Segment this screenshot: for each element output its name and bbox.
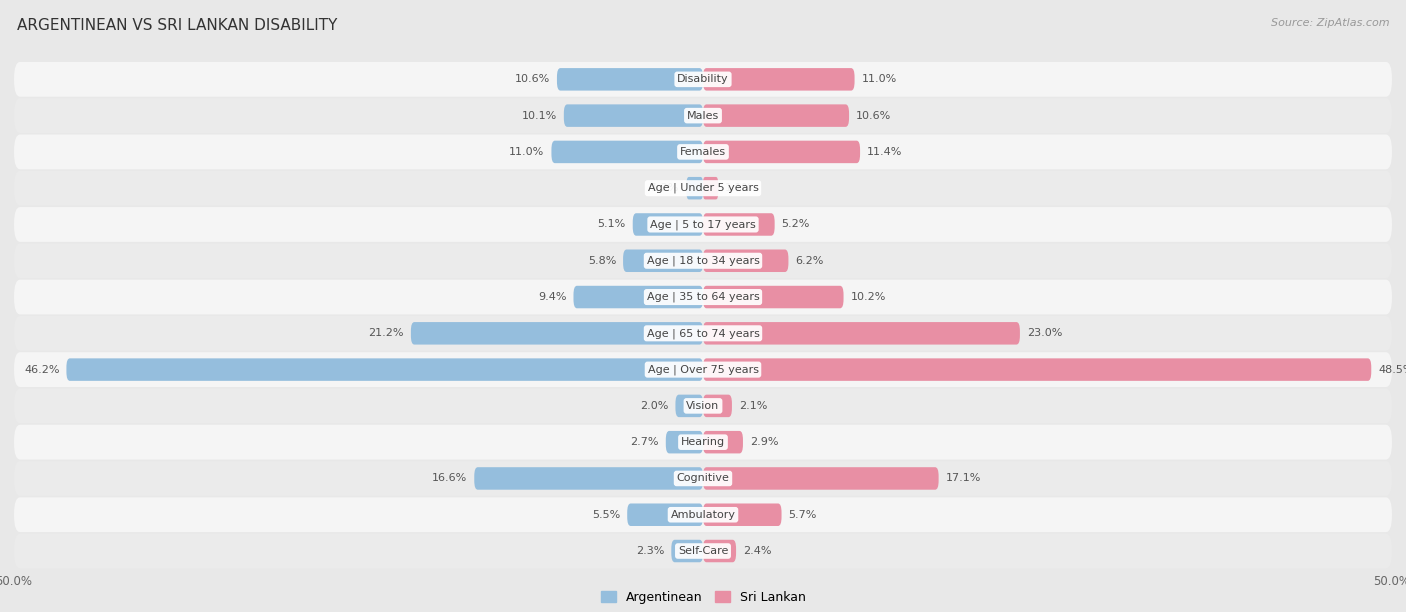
- FancyBboxPatch shape: [703, 250, 789, 272]
- Text: Disability: Disability: [678, 74, 728, 84]
- Text: Age | 65 to 74 years: Age | 65 to 74 years: [647, 328, 759, 338]
- Legend: Argentinean, Sri Lankan: Argentinean, Sri Lankan: [596, 586, 810, 608]
- Text: Vision: Vision: [686, 401, 720, 411]
- FancyBboxPatch shape: [14, 171, 1392, 206]
- FancyBboxPatch shape: [574, 286, 703, 308]
- FancyBboxPatch shape: [703, 322, 1019, 345]
- FancyBboxPatch shape: [686, 177, 703, 200]
- FancyBboxPatch shape: [703, 467, 939, 490]
- FancyBboxPatch shape: [703, 395, 733, 417]
- FancyBboxPatch shape: [411, 322, 703, 345]
- FancyBboxPatch shape: [14, 62, 1392, 97]
- FancyBboxPatch shape: [14, 135, 1392, 170]
- Text: 9.4%: 9.4%: [538, 292, 567, 302]
- Text: Ambulatory: Ambulatory: [671, 510, 735, 520]
- FancyBboxPatch shape: [703, 359, 1371, 381]
- FancyBboxPatch shape: [666, 431, 703, 453]
- Text: 5.5%: 5.5%: [592, 510, 620, 520]
- Text: 48.5%: 48.5%: [1378, 365, 1406, 375]
- FancyBboxPatch shape: [671, 540, 703, 562]
- FancyBboxPatch shape: [623, 250, 703, 272]
- FancyBboxPatch shape: [14, 425, 1392, 460]
- Text: 46.2%: 46.2%: [24, 365, 59, 375]
- FancyBboxPatch shape: [14, 98, 1392, 133]
- Text: 10.2%: 10.2%: [851, 292, 886, 302]
- FancyBboxPatch shape: [703, 431, 742, 453]
- Text: 16.6%: 16.6%: [432, 474, 467, 483]
- Text: 6.2%: 6.2%: [796, 256, 824, 266]
- Text: 10.1%: 10.1%: [522, 111, 557, 121]
- FancyBboxPatch shape: [557, 68, 703, 91]
- FancyBboxPatch shape: [14, 280, 1392, 315]
- Text: Males: Males: [688, 111, 718, 121]
- FancyBboxPatch shape: [14, 534, 1392, 569]
- FancyBboxPatch shape: [703, 540, 737, 562]
- FancyBboxPatch shape: [703, 177, 718, 200]
- Text: 2.3%: 2.3%: [636, 546, 665, 556]
- FancyBboxPatch shape: [627, 504, 703, 526]
- FancyBboxPatch shape: [14, 316, 1392, 351]
- Text: 5.8%: 5.8%: [588, 256, 616, 266]
- Text: Females: Females: [681, 147, 725, 157]
- Text: 23.0%: 23.0%: [1026, 328, 1062, 338]
- FancyBboxPatch shape: [703, 68, 855, 91]
- Text: 5.1%: 5.1%: [598, 220, 626, 230]
- FancyBboxPatch shape: [675, 395, 703, 417]
- FancyBboxPatch shape: [551, 141, 703, 163]
- Text: ARGENTINEAN VS SRI LANKAN DISABILITY: ARGENTINEAN VS SRI LANKAN DISABILITY: [17, 18, 337, 34]
- Text: 10.6%: 10.6%: [515, 74, 550, 84]
- Text: Age | Under 5 years: Age | Under 5 years: [648, 183, 758, 193]
- Text: 5.7%: 5.7%: [789, 510, 817, 520]
- Text: 11.4%: 11.4%: [868, 147, 903, 157]
- FancyBboxPatch shape: [14, 389, 1392, 424]
- FancyBboxPatch shape: [703, 141, 860, 163]
- Text: Age | 18 to 34 years: Age | 18 to 34 years: [647, 255, 759, 266]
- Text: 1.2%: 1.2%: [651, 183, 679, 193]
- FancyBboxPatch shape: [703, 105, 849, 127]
- Text: Age | 35 to 64 years: Age | 35 to 64 years: [647, 292, 759, 302]
- Text: Age | 5 to 17 years: Age | 5 to 17 years: [650, 219, 756, 230]
- FancyBboxPatch shape: [474, 467, 703, 490]
- Text: 2.7%: 2.7%: [630, 437, 659, 447]
- Text: Cognitive: Cognitive: [676, 474, 730, 483]
- Text: 2.9%: 2.9%: [749, 437, 779, 447]
- FancyBboxPatch shape: [703, 213, 775, 236]
- Text: Age | Over 75 years: Age | Over 75 years: [648, 364, 758, 375]
- Text: 21.2%: 21.2%: [368, 328, 404, 338]
- FancyBboxPatch shape: [14, 207, 1392, 242]
- FancyBboxPatch shape: [633, 213, 703, 236]
- Text: 11.0%: 11.0%: [862, 74, 897, 84]
- FancyBboxPatch shape: [703, 504, 782, 526]
- FancyBboxPatch shape: [14, 244, 1392, 278]
- Text: 2.1%: 2.1%: [738, 401, 768, 411]
- Text: Source: ZipAtlas.com: Source: ZipAtlas.com: [1271, 18, 1389, 28]
- Text: 11.0%: 11.0%: [509, 147, 544, 157]
- Text: 1.1%: 1.1%: [725, 183, 754, 193]
- Text: Self-Care: Self-Care: [678, 546, 728, 556]
- FancyBboxPatch shape: [14, 461, 1392, 496]
- FancyBboxPatch shape: [564, 105, 703, 127]
- Text: 10.6%: 10.6%: [856, 111, 891, 121]
- Text: 2.0%: 2.0%: [640, 401, 669, 411]
- FancyBboxPatch shape: [66, 359, 703, 381]
- Text: 17.1%: 17.1%: [945, 474, 981, 483]
- FancyBboxPatch shape: [14, 498, 1392, 532]
- Text: 2.4%: 2.4%: [742, 546, 772, 556]
- Text: 5.2%: 5.2%: [782, 220, 810, 230]
- FancyBboxPatch shape: [703, 286, 844, 308]
- Text: Hearing: Hearing: [681, 437, 725, 447]
- FancyBboxPatch shape: [14, 352, 1392, 387]
